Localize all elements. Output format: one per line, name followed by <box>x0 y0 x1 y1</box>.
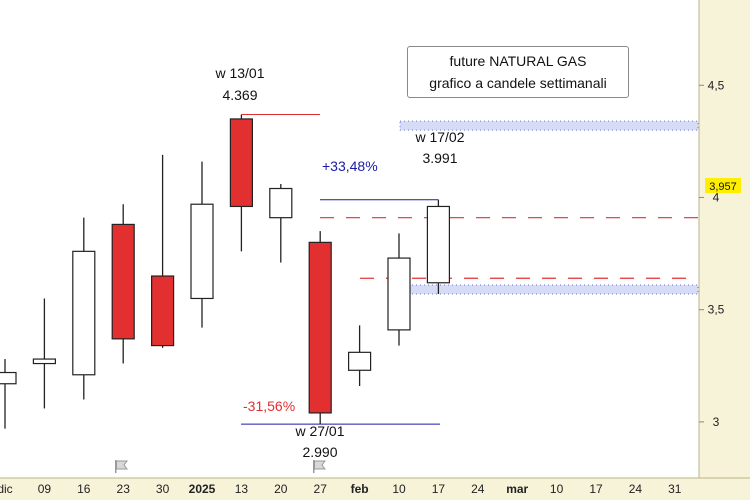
candle-body <box>0 371 17 385</box>
chart-title-box: future NATURAL GAS grafico a candele set… <box>407 46 629 98</box>
x-tick-label: 24 <box>629 482 643 496</box>
x-tick-label: mar <box>506 482 528 496</box>
x-tick-label: feb <box>351 482 369 496</box>
price-axis-panel <box>699 0 750 478</box>
flag-icon <box>313 460 326 473</box>
chart-title: future NATURAL GAS <box>449 53 587 69</box>
drop-percent: -31,56% <box>243 398 295 414</box>
x-axis-ticks: dic 09 16 23 30 2025 13 20 27 feb 10 17 24 mar 10 17 24 3… <box>0 482 682 496</box>
x-tick-label: 20 <box>274 482 288 496</box>
candle-body <box>308 241 332 414</box>
rise-percent: +33,48% <box>322 158 378 174</box>
recent-week-label: w 17/02 <box>414 129 464 145</box>
x-tick-label: 17 <box>432 482 446 496</box>
x-tick-label: 24 <box>471 482 485 496</box>
flag-icon <box>115 460 128 473</box>
current-price-tag <box>705 178 741 193</box>
x-tick-label: 30 <box>156 482 170 496</box>
highlight-zone <box>399 120 699 131</box>
low-week-label: w 27/01 <box>294 423 344 439</box>
candle-body <box>229 118 253 208</box>
candle-body <box>387 257 411 331</box>
x-tick-label: 27 <box>314 482 328 496</box>
price-levels <box>320 217 698 279</box>
high-week-value: 4.369 <box>222 87 257 103</box>
candles <box>0 114 450 429</box>
candle-body <box>190 203 214 300</box>
high-week-label: w 13/01 <box>214 65 264 81</box>
candle-body <box>32 358 57 365</box>
candle-body <box>269 187 293 219</box>
y-axis-ticks: 3 3,5 4 4,5 <box>699 78 725 429</box>
y-tick-label: 3,5 <box>708 303 725 317</box>
candle-body <box>151 275 175 347</box>
candle-body <box>348 351 372 371</box>
candle-body <box>426 205 450 284</box>
x-tick-label: 16 <box>77 482 91 496</box>
highlight-zone <box>399 284 699 295</box>
x-tick-label: 2025 <box>189 482 216 496</box>
x-tick-label: 10 <box>550 482 564 496</box>
highlight-zones <box>399 120 699 295</box>
y-tick-label: 4 <box>713 190 720 204</box>
x-tick-label: 09 <box>38 482 52 496</box>
time-axis-panel <box>0 478 750 500</box>
chart-subtitle: grafico a candele settimanali <box>429 75 607 91</box>
recent-week-value: 3.991 <box>422 150 457 166</box>
current-price-value: 3,957 <box>709 181 737 193</box>
measure-lines <box>241 113 440 425</box>
y-tick-label: 3 <box>713 415 720 429</box>
x-tick-label: 10 <box>392 482 406 496</box>
x-tick-label: 23 <box>117 482 131 496</box>
low-week-value: 2.990 <box>302 444 337 460</box>
x-tick-label: dic <box>0 482 13 496</box>
candle-body <box>72 250 96 376</box>
candle-body <box>111 223 135 340</box>
x-tick-label: 13 <box>235 482 249 496</box>
y-tick-label: 4,5 <box>708 78 725 92</box>
x-tick-label: 17 <box>589 482 603 496</box>
x-tick-label: 31 <box>668 482 682 496</box>
